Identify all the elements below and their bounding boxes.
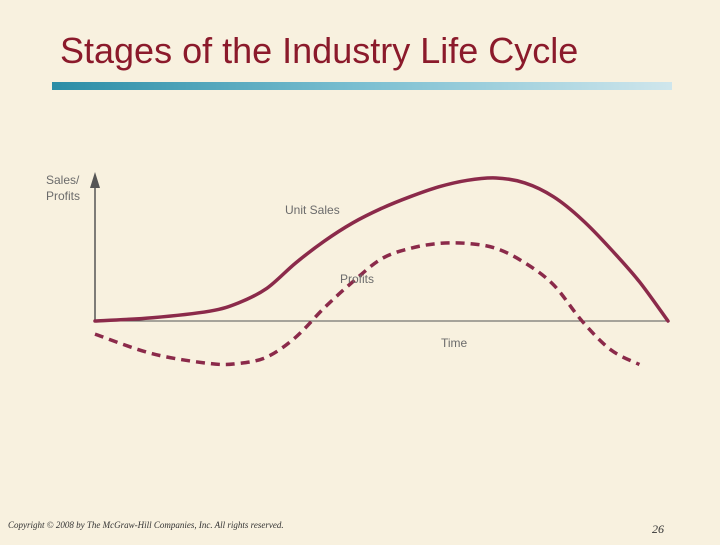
title-underline [52,82,672,90]
series-unit-sales-line [93,176,670,323]
y-axis-label-line1: Sales/ [46,173,80,187]
copyright-notice: Copyright © 2008 by The McGraw-Hill Comp… [8,520,284,530]
series-label-unit-sales: Unit Sales [285,203,340,217]
series-profits-line [94,241,641,367]
y-axis-arrow-icon [90,172,100,188]
y-axis-label-line2: Profits [46,189,80,203]
slide-title: Stages of the Industry Life Cycle [60,30,579,71]
page-number: 26 [652,522,664,536]
series-label-profits: Profits [340,272,374,286]
x-axis-label: Time [441,336,468,350]
